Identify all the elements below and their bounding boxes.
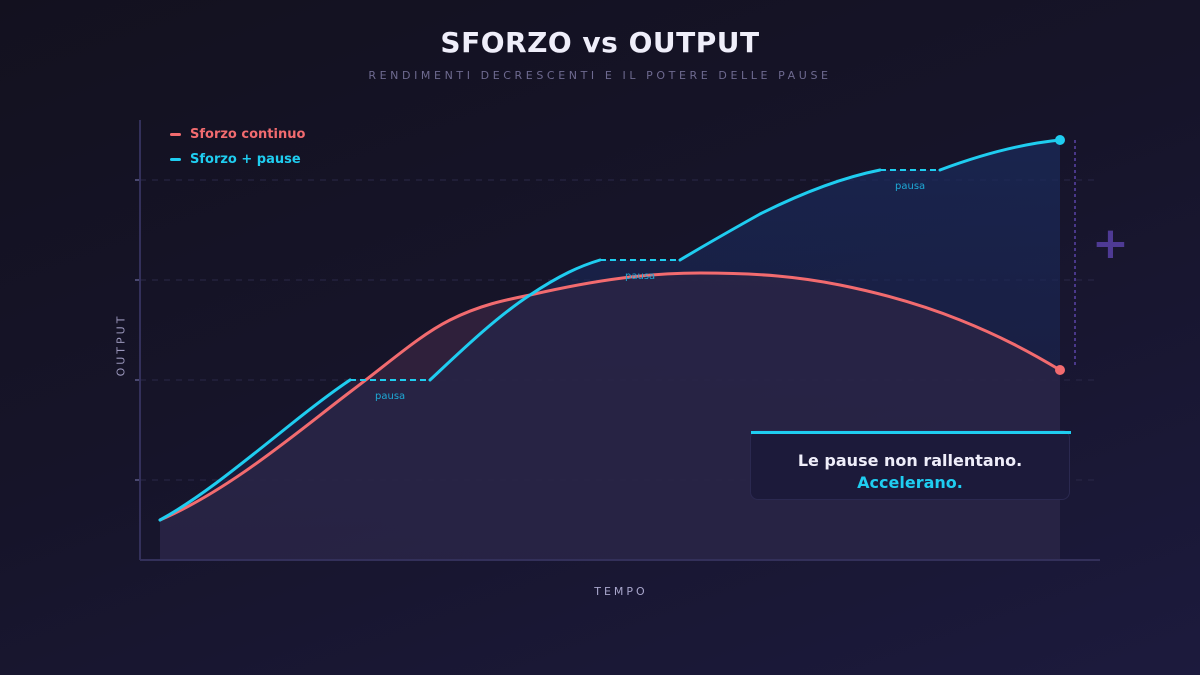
pause-label: pausa [375,391,406,402]
y-axis-label: OUTPUT [114,313,128,377]
legend-label: Sforzo continuo [190,127,306,142]
x-axis-label: TEMPO [594,585,648,598]
callout-box: Le pause non rallentano. Accelerano. [750,430,1071,500]
legend: Sforzo continuo Sforzo + pause [170,122,305,172]
pause-segments [350,169,940,381]
plus-icon: + [1092,218,1129,269]
continuous-area [160,273,1060,560]
callout-text: Le pause non rallentano. [797,451,1023,470]
callout-highlight: Accelerano. [857,473,963,492]
legend-swatch-pauses [170,158,181,161]
pauses-end-marker [1055,135,1065,145]
chart-subtitle: RENDIMENTI DECRESCENTI E IL POTERE DELLE… [368,69,832,82]
legend-label: Sforzo + pause [190,152,301,167]
callout-accent-bar [751,431,1071,434]
gap-highlight-area [350,295,530,392]
pause-label: pausa [625,271,656,282]
continuous-line [158,271,1062,522]
chart-title: SFORZO vs OUTPUT [440,26,760,59]
pause-label: pausa [895,181,926,192]
legend-item-continuous: Sforzo continuo [170,122,305,147]
legend-swatch-continuous [170,133,181,136]
pauses-line [158,138,1062,522]
continuous-end-marker [1055,365,1065,375]
legend-item-pauses: Sforzo + pause [170,147,305,172]
